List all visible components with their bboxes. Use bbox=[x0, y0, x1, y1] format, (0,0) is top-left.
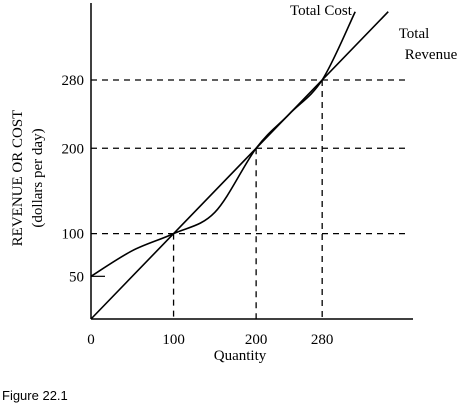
x-tick-label-0: 0 bbox=[87, 332, 95, 348]
y-tick-label-100: 100 bbox=[62, 227, 85, 243]
y-axis-title-line2: (dollars per day) bbox=[30, 128, 46, 227]
y-tick-label-200: 200 bbox=[62, 141, 85, 157]
figure-caption: Figure 22.1 bbox=[2, 388, 68, 403]
reference-lines bbox=[91, 79, 409, 319]
y-axis-title-line1: REVENUE OR COST bbox=[10, 110, 26, 247]
x-tick-label-200: 200 bbox=[245, 332, 268, 348]
series-lines bbox=[90, 11, 389, 320]
series-label-total-revenue-line1: Total bbox=[399, 26, 430, 42]
series-label-total-revenue-line2: Revenue bbox=[405, 47, 458, 63]
y-tick-label-50: 50 bbox=[69, 269, 84, 285]
x-tick-label-100: 100 bbox=[162, 332, 185, 348]
tick-labels: 0 100 200 280 50 100 200 280 bbox=[62, 73, 334, 348]
series-label-total-cost: Total Cost bbox=[290, 3, 353, 19]
y-tick-label-280: 280 bbox=[62, 73, 85, 89]
axes bbox=[90, 3, 413, 320]
x-tick-label-280: 280 bbox=[311, 332, 334, 348]
x-axis-title: Quantity bbox=[214, 348, 267, 364]
series-line-total-revenue bbox=[90, 11, 389, 320]
series-line-total-cost bbox=[90, 11, 356, 278]
